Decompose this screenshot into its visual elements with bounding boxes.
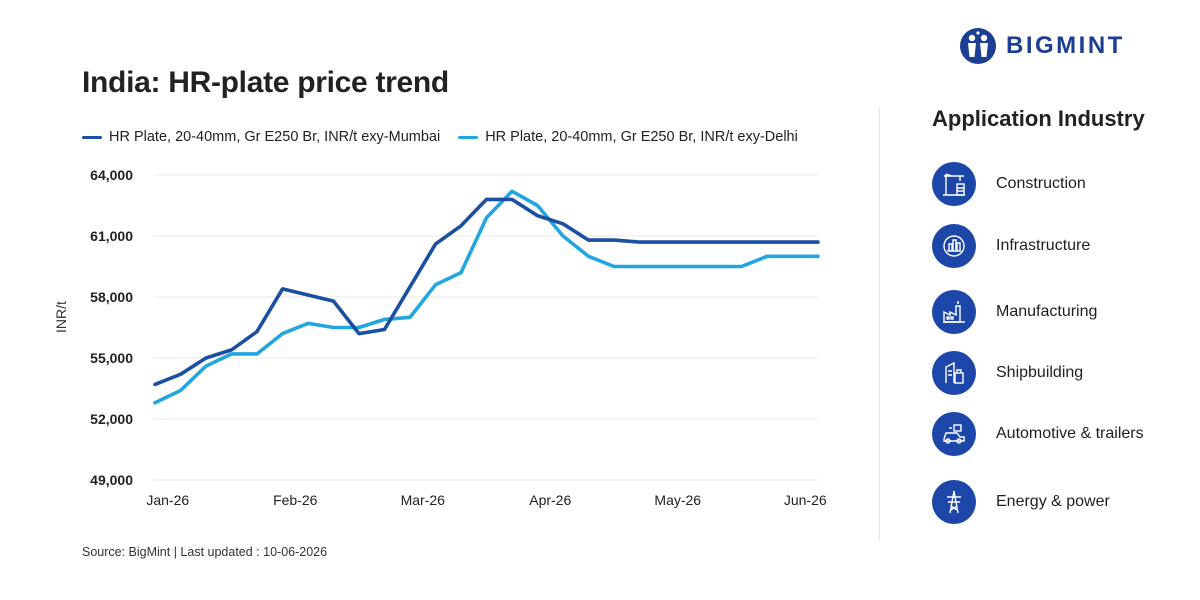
series-line-mumbai (153, 197, 820, 387)
series-line-delhi (153, 189, 820, 405)
y-tick-label: 52,000 (90, 411, 133, 427)
x-tick-label: Mar-26 (401, 492, 446, 508)
power-tower-icon (932, 480, 976, 524)
line-chart: 49,000 52,000 55,000 58,000 61,000 64,000 Jan… (53, 167, 827, 508)
industry-label-automotive: Automotive & trailers (996, 425, 1144, 442)
y-tick-label: 61,000 (90, 228, 133, 244)
x-tick-label: Jun-26 (784, 492, 827, 508)
panel-title: Application Industry (932, 106, 1145, 131)
x-axis-ticks: Jan-26 Feb-26 Mar-26 Apr-26 May-26 Jun-26 (146, 492, 827, 508)
chart-legend: HR Plate, 20-40mm, Gr E250 Br, INR/t exy… (82, 127, 816, 147)
x-tick-label: Apr-26 (529, 492, 571, 508)
x-tick-label: Jan-26 (146, 492, 189, 508)
industry-label-manufacturing: Manufacturing (996, 303, 1098, 320)
shipbuilding-icon (932, 351, 976, 395)
construction-crane-icon (932, 162, 976, 206)
y-tick-label: 55,000 (90, 350, 133, 366)
legend-label-mumbai: HR Plate, 20-40mm, Gr E250 Br, INR/t exy… (109, 129, 441, 145)
legend-swatch-delhi (458, 135, 479, 139)
factory-icon (932, 290, 976, 334)
legend-swatch-mumbai (82, 135, 102, 139)
industry-item-manufacturing: Manufacturing (932, 290, 1097, 334)
industry-label-infrastructure: Infrastructure (996, 237, 1091, 254)
chart-title: India: HR-plate price trend (82, 66, 449, 99)
brand-name: BIGMINT (1006, 32, 1125, 59)
industry-item-construction: Construction (932, 162, 1086, 206)
industry-label-construction: Construction (996, 175, 1086, 192)
series-lines (153, 189, 820, 405)
bigmint-logo-icon (960, 28, 996, 64)
y-axis-label: INR/t (53, 301, 69, 333)
industry-item-energy: Energy & power (932, 480, 1110, 524)
industry-item-automotive: Automotive & trailers (932, 412, 1144, 456)
panel-divider (879, 108, 880, 540)
industry-label-shipbuilding: Shipbuilding (996, 364, 1084, 381)
y-tick-label: 64,000 (90, 167, 133, 183)
legend-item-delhi[interactable]: HR Plate, 20-40mm, Gr E250 Br, INR/t exy… (458, 129, 798, 145)
x-tick-label: May-26 (654, 492, 701, 508)
y-axis-ticks: 49,000 52,000 55,000 58,000 61,000 64,000 (90, 167, 133, 488)
legend-item-mumbai[interactable]: HR Plate, 20-40mm, Gr E250 Br, INR/t exy… (82, 129, 440, 145)
gridlines (153, 174, 818, 481)
automotive-icon (932, 412, 976, 456)
y-tick-label: 49,000 (90, 472, 133, 488)
bigmint-logo: BIGMINT (958, 26, 1125, 66)
industry-item-infrastructure: Infrastructure (932, 224, 1090, 268)
industry-item-shipbuilding: Shipbuilding (932, 351, 1083, 395)
y-tick-label: 58,000 (90, 289, 133, 305)
source-note: Source: BigMint | Last updated : 10-06-2… (82, 545, 328, 559)
industry-label-energy: Energy & power (996, 493, 1110, 510)
infrastructure-gear-icon (932, 224, 976, 268)
legend-label-delhi: HR Plate, 20-40mm, Gr E250 Br, INR/t exy… (485, 129, 798, 145)
x-tick-label: Feb-26 (273, 492, 318, 508)
